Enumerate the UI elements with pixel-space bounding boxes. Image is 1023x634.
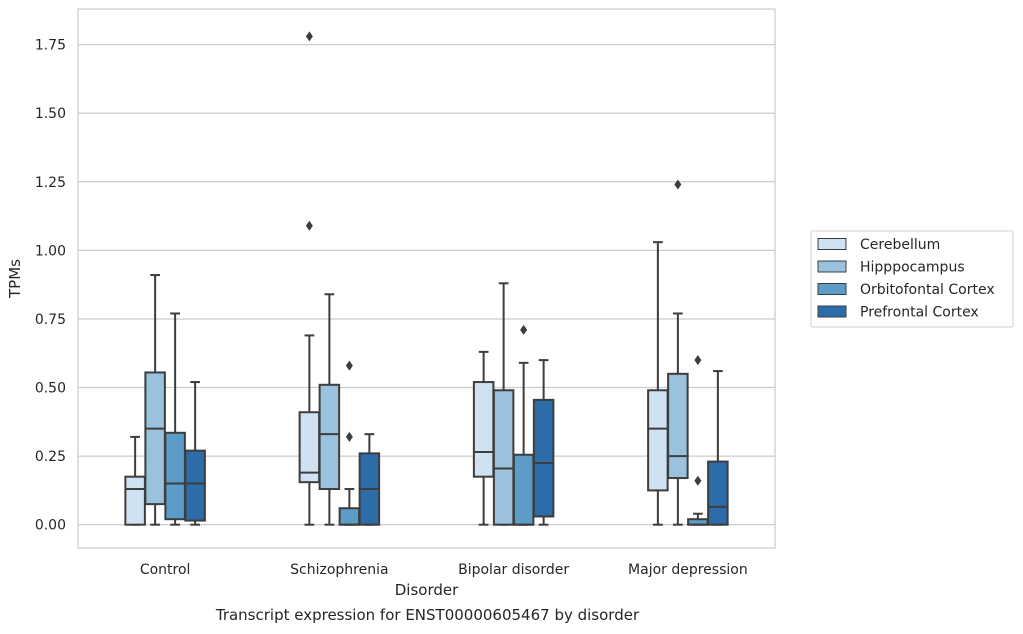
box-iqr xyxy=(338,507,361,526)
box xyxy=(358,433,381,526)
x-axis-title: Disorder xyxy=(395,581,459,599)
box xyxy=(472,350,495,526)
x-tick-label: Bipolar disorder xyxy=(458,562,569,578)
box-iqr xyxy=(472,381,495,478)
outlier-point xyxy=(345,360,353,371)
legend-swatch xyxy=(817,260,847,273)
box-iqr xyxy=(512,453,535,526)
outlier-point xyxy=(305,220,313,231)
box xyxy=(184,381,206,526)
legend-swatch xyxy=(817,283,847,295)
legend-swatch xyxy=(817,305,847,318)
x-tick-labels: Control Schizophrenia Bipolar disorder Majo… xyxy=(140,562,748,578)
box-iqr xyxy=(532,398,555,518)
box-iqr xyxy=(124,475,146,526)
box xyxy=(532,359,555,526)
x-tick-label: Control xyxy=(140,562,191,578)
legend-label: Hipppocampus xyxy=(860,260,965,276)
legend-label: Orbitofontal Cortex xyxy=(860,282,995,298)
legend-label: Cerebellum xyxy=(860,237,940,253)
y-tick-label: 0.00 xyxy=(35,518,66,534)
outlier-point xyxy=(694,475,702,486)
box xyxy=(338,360,361,526)
legend-swatch xyxy=(817,238,847,250)
y-tick-label: 0.25 xyxy=(35,449,66,465)
box-iqr xyxy=(492,389,515,526)
box-iqr xyxy=(164,431,186,521)
box-iqr xyxy=(707,460,729,526)
legend-label: Prefrontal Cortex xyxy=(860,305,979,321)
box-series xyxy=(124,31,729,526)
box xyxy=(144,274,166,526)
box-iqr xyxy=(184,449,206,522)
box-iqr xyxy=(144,371,166,506)
box xyxy=(647,241,669,526)
outlier-point xyxy=(674,179,682,190)
box-iqr xyxy=(318,383,341,491)
box xyxy=(298,31,321,526)
box xyxy=(318,293,341,526)
y-tick-label: 0.75 xyxy=(35,312,66,328)
legend: Cerebellum Hipppocampus Orbitofontal Corte… xyxy=(810,230,1014,328)
box-iqr xyxy=(667,372,689,480)
y-tick-labels: 0.00 0.25 0.50 0.75 1.00 1.25 1.50 1.75 xyxy=(35,38,66,534)
box-iqr xyxy=(647,389,669,492)
legend-frame xyxy=(810,230,1014,328)
figure-caption: Transcript expression for ENST0000060546… xyxy=(215,606,640,624)
outlier-point xyxy=(305,31,313,42)
outlier-point xyxy=(520,324,528,335)
box xyxy=(124,435,146,526)
box xyxy=(667,179,689,526)
box xyxy=(687,355,709,526)
y-tick-label: 0.50 xyxy=(35,381,66,397)
y-tick-label: 1.75 xyxy=(35,38,66,54)
box xyxy=(512,324,535,526)
y-tick-label: 1.50 xyxy=(35,106,66,122)
outlier-point xyxy=(694,355,702,366)
x-tick-label: Schizophrenia xyxy=(290,562,388,578)
outlier-point xyxy=(345,431,353,442)
y-tick-label: 1.00 xyxy=(35,243,66,259)
y-axis-title: TPMs xyxy=(6,259,24,299)
y-tick-label: 1.25 xyxy=(35,175,66,191)
box xyxy=(164,312,186,526)
plot-frame xyxy=(77,8,776,549)
box xyxy=(707,370,729,526)
x-tick-label: Major depression xyxy=(628,562,748,578)
